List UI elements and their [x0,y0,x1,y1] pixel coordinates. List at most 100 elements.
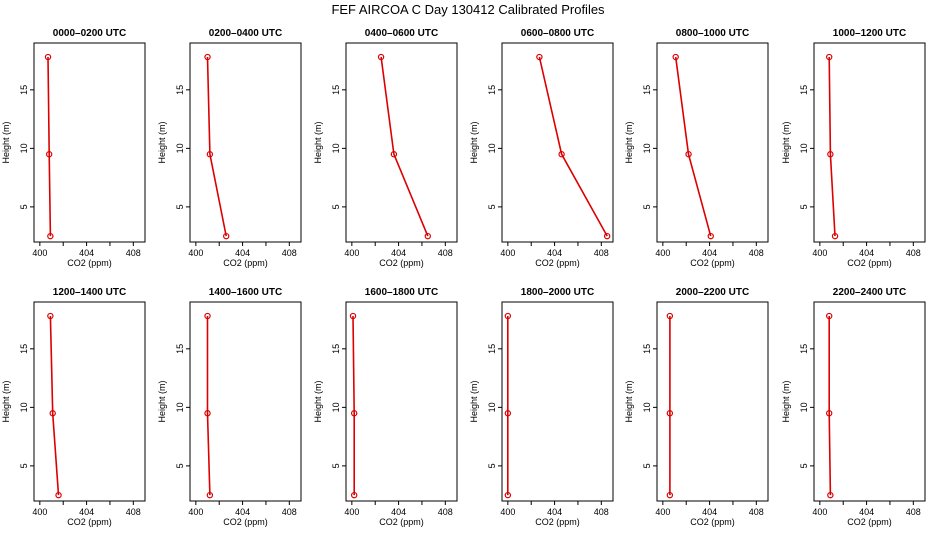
x-tick-label: 400 [32,248,47,258]
x-tick-label: 404 [547,248,562,258]
y-tick-label: 5 [799,463,809,468]
panel-6: 1000–1200 UTC 400 404 408 5 10 15 CO2 (ppm) Heig… [781,28,926,268]
x-tick-label: 404 [702,248,717,258]
x-tick-label: 408 [126,507,141,517]
data-point [424,232,431,240]
x-tick-label: 400 [812,507,827,517]
data-point [504,312,512,320]
data-point [825,312,833,320]
x-tick-label: 408 [749,248,764,258]
profile-line [352,315,356,496]
x-axis-label: CO2 (ppm) [379,258,424,268]
y-tick-label: 5 [487,204,497,209]
data-point [47,312,54,320]
x-tick-label: 400 [812,248,827,258]
profile-line [828,56,836,237]
y-axis-label: Height (m) [624,121,634,163]
y-tick-label: 15 [331,85,341,95]
panel-grid: 0000–0200 UTC 400 404 408 5 10 15 CO2 (ppm) Heig… [1,28,926,527]
data-point [350,410,358,417]
y-tick-label: 5 [642,204,652,209]
x-axis-label: CO2 (ppm) [535,517,580,527]
plot-frame [33,42,146,243]
y-axis-label: Height (m) [1,380,11,422]
panel-3: 0400–0600 UTC 400 404 408 5 10 15 CO2 (ppm) Heig… [313,28,458,268]
y-axis-label: Height (m) [157,380,167,422]
profile-line [380,56,429,237]
profile-line [206,56,227,237]
data-point [825,410,833,417]
panel-title: 0400–0600 UTC [365,28,438,39]
y-tick-label: 10 [331,402,341,412]
plot-frame [501,301,614,502]
y-tick-label: 15 [642,344,652,354]
panel-2: 0200–0400 UTC 400 404 408 5 10 15 CO2 (ppm) Heig… [157,28,302,268]
y-tick-label: 5 [331,463,341,468]
plot-frame [345,301,458,502]
panel-title: 1800–2000 UTC [521,287,594,298]
panel-title: 2200–2400 UTC [833,287,906,298]
x-tick-label: 408 [594,507,609,517]
x-tick-label: 408 [282,507,297,517]
y-axis-label: Height (m) [624,380,634,422]
y-tick-label: 5 [19,463,29,468]
panel-11: 2000–2200 UTC 400 404 408 5 10 15 CO2 (ppm) Heig… [624,287,769,527]
y-tick-label: 10 [799,143,809,153]
x-tick-label: 400 [655,248,670,258]
plot-frame [656,301,769,502]
plot-frame [656,42,769,243]
panel-title: 0000–0200 UTC [53,28,126,39]
data-point [204,410,211,417]
data-point [685,151,692,158]
x-tick-label: 404 [79,248,94,258]
figure-title: FEF AIRCOA C Day 130412 Calibrated Profi… [331,2,605,17]
data-point [536,53,543,61]
panel-7: 1200–1400 UTC 400 404 408 5 10 15 CO2 (ppm) Heig… [1,287,146,527]
x-tick-label: 400 [344,507,359,517]
x-tick-label: 400 [500,507,515,517]
x-axis-label: CO2 (ppm) [847,517,892,527]
y-tick-label: 10 [642,143,652,153]
plot-frame [189,301,302,502]
profile-line [47,56,52,237]
plot-frame [345,42,458,243]
data-point [504,491,512,499]
x-tick-label: 404 [79,507,94,517]
data-point [672,53,679,61]
y-axis-label: Height (m) [157,121,167,163]
x-axis-label: CO2 (ppm) [847,258,892,268]
y-tick-label: 10 [331,143,341,153]
x-tick-label: 400 [655,507,670,517]
data-point [377,53,385,61]
x-tick-label: 404 [235,248,250,258]
profile-line [828,316,832,496]
profile-line [206,316,211,496]
x-tick-label: 400 [32,507,47,517]
panel-8: 1400–1600 UTC 400 404 408 5 10 15 CO2 (ppm) Heig… [157,287,302,527]
data-point [45,151,53,158]
data-point [349,312,357,320]
y-tick-label: 15 [487,344,497,354]
y-tick-label: 10 [799,402,809,412]
y-axis-label: Height (m) [313,121,323,163]
data-point [707,232,714,240]
x-tick-label: 400 [188,248,203,258]
x-tick-label: 404 [391,248,406,258]
x-tick-label: 408 [438,248,453,258]
panel-9: 1600–1800 UTC 400 404 408 5 10 15 CO2 (ppm) Heig… [313,287,458,527]
plot-frame [813,42,926,243]
x-tick-label: 408 [749,507,764,517]
y-axis-label: Height (m) [313,380,323,422]
y-tick-label: 5 [331,204,341,209]
data-point [603,232,611,240]
x-tick-label: 400 [188,507,203,517]
y-tick-label: 15 [487,85,497,95]
x-axis-label: CO2 (ppm) [535,258,580,268]
x-tick-label: 404 [859,248,874,258]
y-tick-label: 10 [175,402,185,412]
data-point [666,410,674,417]
x-axis-label: CO2 (ppm) [690,258,735,268]
y-tick-label: 10 [487,143,497,153]
y-tick-label: 5 [799,204,809,209]
